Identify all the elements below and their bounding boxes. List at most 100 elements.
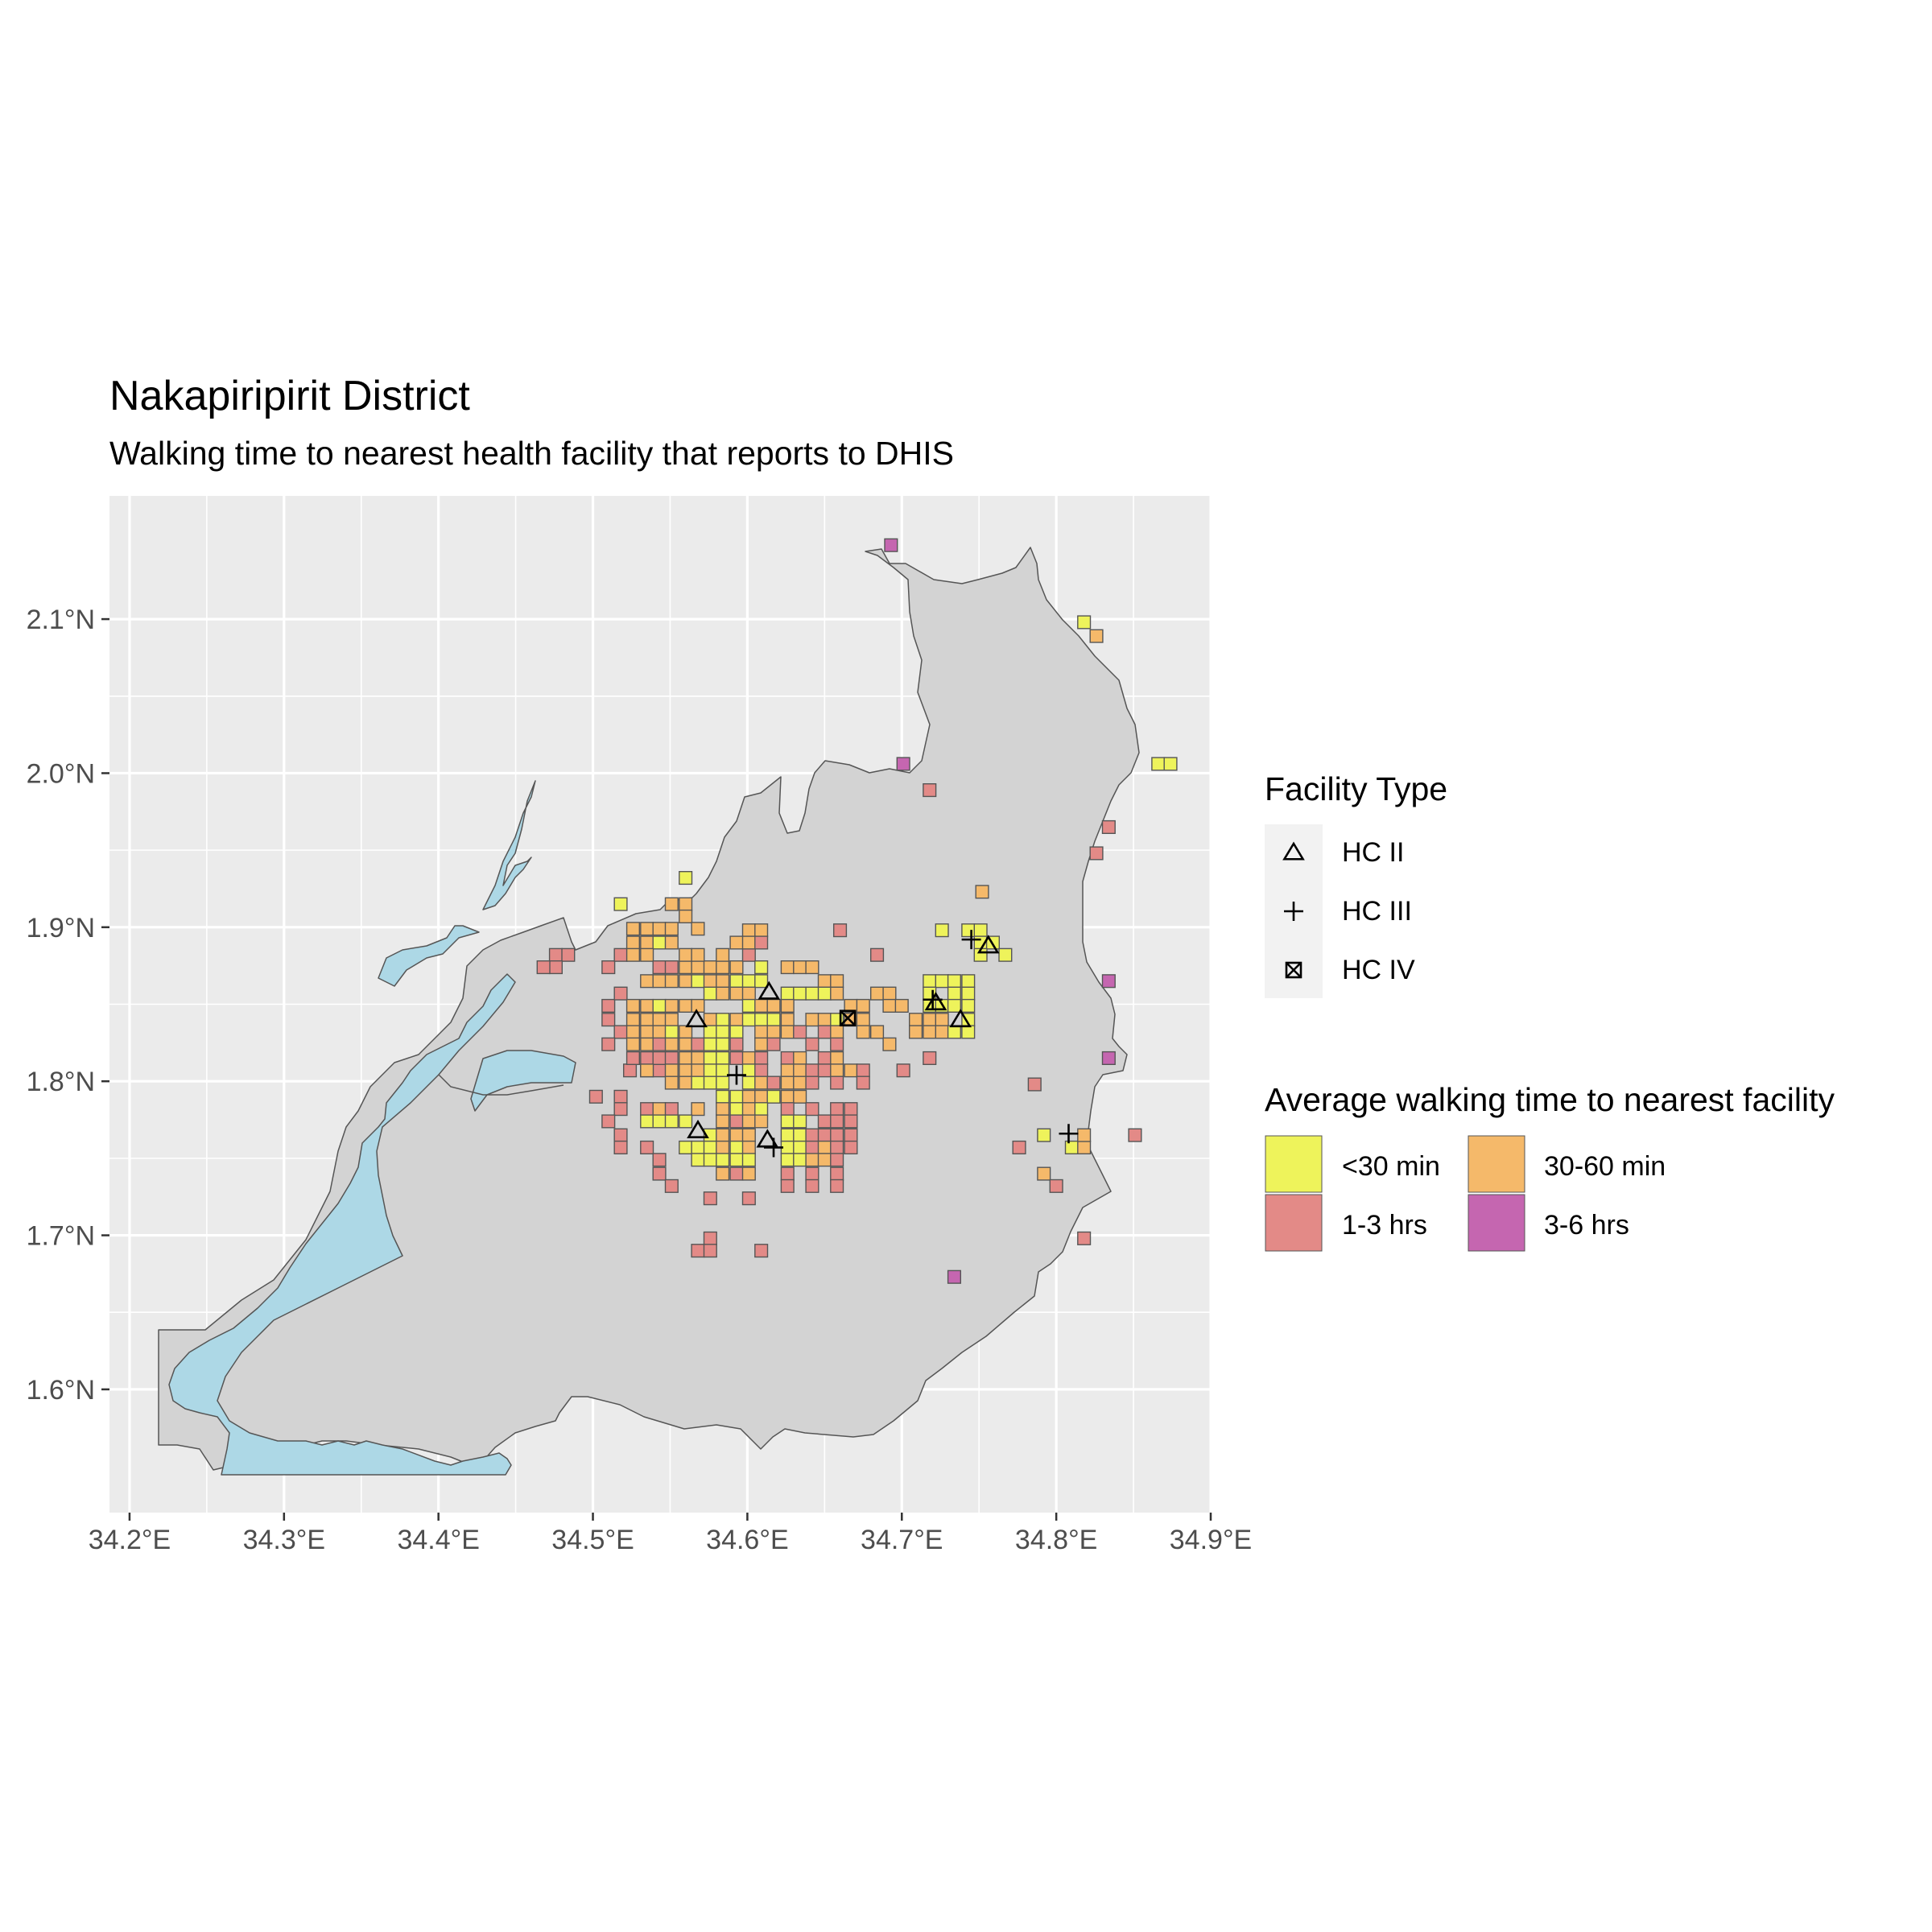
grid-cell-1to3 (1089, 846, 1104, 861)
grid-cell-30to60 (894, 998, 909, 1013)
grid-cell-30to60 (830, 974, 844, 989)
grid-cell-30to60 (882, 998, 897, 1013)
grid-cell-lt30 (973, 923, 988, 938)
legend-facility-title: Facility Type (1265, 770, 1447, 807)
grid-cell-lt30 (961, 974, 976, 989)
grid-cell-30to60 (780, 1089, 795, 1104)
grid-cell-30to60 (691, 947, 705, 962)
grid-cell-lt30 (741, 1153, 756, 1167)
grid-cell-30to60 (703, 1013, 717, 1027)
grid-cell-3to6 (884, 538, 898, 552)
grid-cell-30to60 (830, 1063, 844, 1078)
grid-cell-30to60 (741, 1089, 756, 1104)
grid-cell-30to60 (1037, 1166, 1051, 1181)
grid-cell-1to3 (601, 960, 616, 975)
grid-cell-30to60 (716, 1140, 730, 1154)
grid-cell-30to60 (741, 1166, 756, 1181)
grid-cell-lt30 (947, 998, 961, 1013)
grid-cell-30to60 (729, 1013, 744, 1027)
grid-cell-1to3 (780, 1179, 795, 1193)
grid-cell-30to60 (664, 935, 679, 950)
grid-cell-1to3 (1077, 1231, 1092, 1245)
grid-cell-1to3 (601, 1037, 616, 1051)
legend-label-lt30: <30 min (1342, 1151, 1440, 1182)
grid-cell-30to60 (664, 998, 679, 1013)
facility-hc-ii-marker (687, 1119, 709, 1138)
grid-cell-30to60 (691, 922, 705, 936)
grid-cell-lt30 (935, 923, 949, 938)
facility-hc-ii-marker (756, 1129, 779, 1148)
legend-time-title: Average walking time to nearest facility (1265, 1081, 1835, 1118)
grid-cell-lt30 (729, 1089, 744, 1104)
grid-cell-1to3 (625, 1051, 640, 1065)
grid-cell-lt30 (741, 974, 756, 989)
grid-cell-1to3 (741, 947, 756, 962)
grid-cell-1to3 (548, 960, 563, 975)
grid-cell-1to3 (613, 1128, 628, 1142)
grid-cell-1to3 (703, 1191, 717, 1206)
facility-hc-ii-marker (949, 1009, 972, 1028)
grid-cell-1to3 (830, 1128, 844, 1142)
grid-cell-lt30 (923, 974, 937, 989)
grid-cell-lt30 (947, 974, 961, 989)
grid-cell-1to3 (805, 1128, 819, 1142)
grid-cell-30to60 (817, 1153, 832, 1167)
grid-cell-1to3 (729, 1166, 744, 1181)
grid-cell-30to60 (625, 1013, 640, 1027)
grid-cell-1to3 (1101, 819, 1116, 834)
grid-cell-1to3 (613, 986, 628, 1001)
grid-cell-lt30 (664, 1025, 679, 1039)
grid-cell-1to3 (652, 1063, 667, 1078)
grid-cell-3to6 (1101, 1051, 1116, 1065)
legend-key-hc-ii (1282, 841, 1305, 861)
grid-cell-1to3 (664, 960, 679, 975)
grid-cell-lt30 (793, 1153, 807, 1167)
grid-cell-1to3 (844, 1114, 858, 1129)
grid-cell-1to3 (830, 1140, 844, 1154)
grid-cell-30to60 (754, 1075, 769, 1090)
grid-cell-1to3 (869, 947, 885, 962)
grid-cell-lt30 (716, 1051, 730, 1065)
legend-swatch-lt30 (1265, 1135, 1323, 1193)
grid-cell-1to3 (754, 1051, 769, 1065)
grid-cell-30to60 (691, 960, 705, 975)
grid-cell-1to3 (830, 1153, 844, 1167)
x-tick-label: 34.9°E (1170, 1525, 1252, 1555)
grid-cell-30to60 (908, 1013, 923, 1027)
grid-cell-lt30 (703, 1153, 717, 1167)
legend-label-1to3: 1-3 hrs (1342, 1210, 1427, 1241)
grid-cell-30to60 (741, 1128, 756, 1142)
grid-cell-30to60 (716, 947, 730, 962)
grid-cell-lt30 (729, 1102, 744, 1117)
grid-cell-1to3 (856, 1063, 870, 1078)
grid-cell-lt30 (935, 974, 949, 989)
grid-cell-lt30 (679, 870, 693, 886)
facility-hc-iii-marker (1059, 1124, 1079, 1144)
grid-cell-lt30 (691, 1140, 705, 1154)
y-tick-label: 2.0°N (27, 758, 95, 789)
facility-hc-ii-marker (976, 935, 1000, 954)
grid-cell-1to3 (741, 1191, 756, 1206)
grid-cell-lt30 (703, 1025, 717, 1039)
grid-cell-30to60 (830, 1051, 844, 1065)
grid-cell-1to3 (601, 1114, 616, 1129)
axis-labels: 34.2°E 34.3°E 34.4°E 34.5°E 34.6°E 34.7°E 34.8… (27, 605, 1253, 1555)
grid-cell-lt30 (691, 974, 705, 989)
grid-cell-30to60 (652, 1025, 667, 1039)
grid-cell-30to60 (780, 1075, 795, 1090)
grid-cell-30to60 (793, 1075, 807, 1090)
grid-cell-lt30 (961, 998, 976, 1013)
grid-cell-30to60 (679, 998, 693, 1013)
grid-cell-lt30 (1163, 757, 1178, 771)
grid-cell-30to60 (975, 885, 989, 899)
x-tick-label: 34.5°E (551, 1525, 634, 1555)
grid-cell-1to3 (830, 1075, 844, 1090)
grid-cell-30to60 (856, 1025, 870, 1039)
grid-cell-1to3 (766, 1037, 781, 1051)
grid-cell-1to3 (1128, 1128, 1142, 1142)
grid-cell-30to60 (679, 960, 693, 975)
grid-cell-1to3 (754, 935, 769, 950)
grid-cell-1to3 (664, 1179, 679, 1193)
grid-cell-30to60 (869, 986, 885, 1001)
